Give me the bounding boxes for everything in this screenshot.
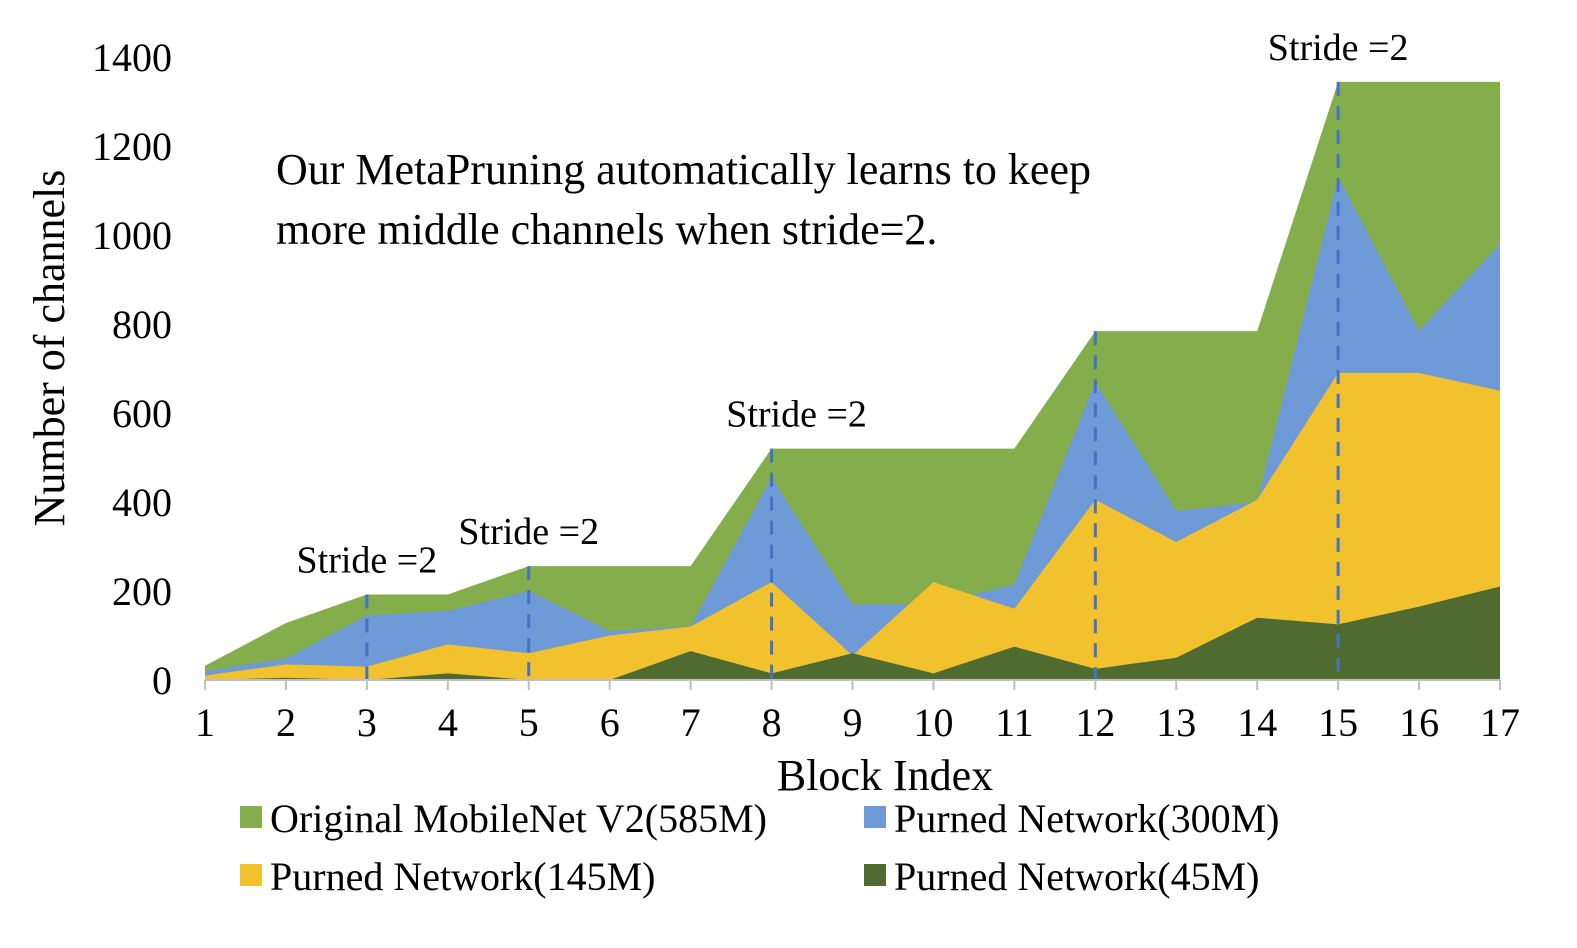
x-tick-label-17: 17 — [1480, 700, 1520, 745]
legend-swatch-purned-network-45m — [864, 864, 886, 886]
y-tick-label-800: 800 — [112, 302, 172, 347]
y-axis-label: Number of channels — [25, 170, 74, 527]
area-purned-network-45m — [205, 586, 1500, 680]
y-tick-label-1400: 1400 — [92, 35, 172, 80]
legend-label-purned-network-45m: Purned Network(45M) — [894, 854, 1260, 899]
stride-label-3: Stride =2 — [297, 540, 438, 582]
x-tick-label-4: 4 — [438, 700, 458, 745]
legend-swatch-purned-network-300m — [864, 806, 886, 828]
x-tick-label-15: 15 — [1318, 700, 1358, 745]
legend-label-original-mobilenet-v2-585m: Original MobileNet V2(585M) — [270, 796, 767, 841]
x-tick-label-2: 2 — [276, 700, 296, 745]
text-group: Number of channels Block Index Our MetaP… — [25, 145, 1091, 800]
stride-label-15: Stride =2 — [1268, 27, 1409, 69]
axes-group: 1 2 3 4 5 6 7 8 9 10 11 12 13 14 15 16 17020040060080010… — [92, 35, 1520, 745]
area-series-group — [205, 81, 1500, 681]
y-tick-label-400: 400 — [112, 480, 172, 525]
legend-swatch-purned-network-145m — [240, 864, 262, 886]
x-tick-label-13: 13 — [1156, 700, 1196, 745]
annotation-line-2: more middle channels when stride=2. — [276, 205, 937, 254]
stride-lines-group: Stride =2 Stride =2 Stride =2 Stride =2 — [297, 27, 1409, 680]
y-tick-label-1200: 1200 — [92, 124, 172, 169]
x-tick-label-3: 3 — [357, 700, 377, 745]
x-tick-label-5: 5 — [519, 700, 539, 745]
y-tick-label-600: 600 — [112, 391, 172, 436]
y-tick-label-1000: 1000 — [92, 213, 172, 258]
x-tick-label-6: 6 — [600, 700, 620, 745]
y-tick-label-0: 0 — [152, 658, 172, 703]
x-tick-label-1: 1 — [195, 700, 215, 745]
stride-label-5: Stride =2 — [458, 511, 599, 553]
x-tick-label-16: 16 — [1399, 700, 1439, 745]
x-tick-label-11: 11 — [995, 700, 1034, 745]
legend-label-purned-network-145m: Purned Network(145M) — [270, 854, 656, 899]
x-tick-label-14: 14 — [1237, 700, 1277, 745]
x-tick-label-7: 7 — [681, 700, 701, 745]
annotation-line-1: Our MetaPruning automatically learns to … — [276, 145, 1091, 194]
legend: Original MobileNet V2(585M) Purned Networ… — [240, 796, 1280, 899]
x-tick-label-12: 12 — [1075, 700, 1115, 745]
y-tick-label-200: 200 — [112, 569, 172, 614]
legend-label-purned-network-300m: Purned Network(300M) — [894, 796, 1280, 841]
x-tick-label-10: 10 — [913, 700, 953, 745]
x-tick-label-8: 8 — [762, 700, 782, 745]
legend-swatch-original-mobilenet-v2-585m — [240, 806, 262, 828]
stride-label-8: Stride =2 — [726, 394, 867, 436]
x-axis-label: Block Index — [777, 751, 993, 800]
x-tick-label-9: 9 — [843, 700, 863, 745]
area-purned-network-145m — [205, 372, 1500, 680]
